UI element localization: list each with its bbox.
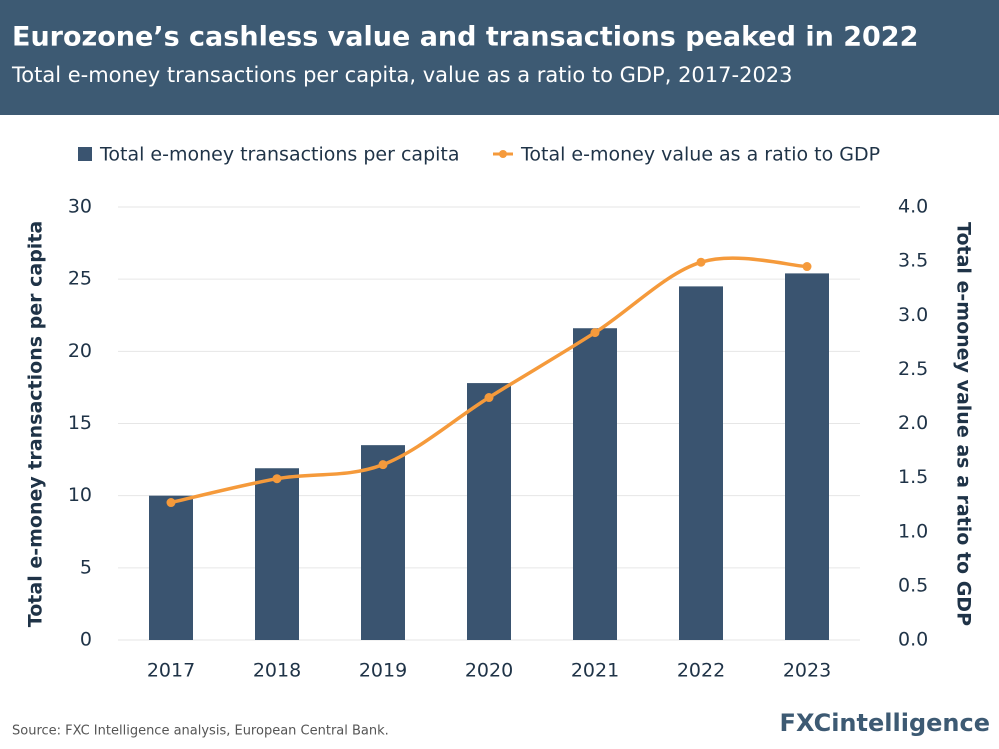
header-band: [0, 0, 999, 115]
y2-tick-label: 0.0: [898, 629, 928, 651]
y2-tick-label: 1.0: [898, 520, 928, 542]
line-point: [484, 393, 494, 403]
y2-tick-label: 2.0: [898, 412, 928, 434]
brand-logo: FXCintelligence: [780, 709, 990, 737]
y-tick-label: 20: [68, 340, 92, 362]
line-point: [696, 257, 706, 267]
y2-tick-label: 3.0: [898, 304, 928, 326]
x-tick-label: 2022: [677, 660, 725, 682]
legend-swatch: [78, 147, 92, 161]
bar: [785, 273, 829, 640]
y2-axis-title: Total e-money value as a ratio to GDP: [953, 222, 975, 626]
bar: [361, 445, 405, 640]
x-tick-label: 2020: [465, 660, 513, 682]
bar: [149, 495, 193, 640]
bar: [573, 328, 617, 640]
x-tick-label: 2017: [147, 660, 195, 682]
y-tick-label: 5: [80, 556, 92, 578]
y-tick-label: 0: [80, 629, 92, 651]
line-point: [590, 328, 600, 338]
x-tick-label: 2021: [571, 660, 619, 682]
legend-swatch-dot: [499, 150, 507, 158]
legend-label: Total e-money value as a ratio to GDP: [520, 144, 880, 166]
line-point: [802, 262, 812, 272]
y-tick-label: 10: [68, 484, 92, 506]
line-point: [272, 474, 282, 484]
y-tick-label: 15: [68, 412, 92, 434]
y2-tick-label: 0.5: [898, 574, 928, 596]
line-point: [166, 498, 176, 508]
line-point: [378, 460, 388, 470]
y-axis-title: Total e-money transactions per capita: [25, 221, 47, 627]
y-tick-label: 30: [68, 196, 92, 218]
y-tick-label: 25: [68, 268, 92, 290]
chart-subtitle: Total e-money transactions per capita, v…: [11, 63, 793, 87]
y2-tick-label: 2.5: [898, 358, 928, 380]
x-tick-label: 2019: [359, 660, 407, 682]
bar: [255, 468, 299, 640]
y2-tick-label: 1.5: [898, 466, 928, 488]
x-tick-label: 2018: [253, 660, 301, 682]
legend-label: Total e-money transactions per capita: [99, 144, 460, 166]
x-tick-label: 2023: [783, 660, 831, 682]
bar: [467, 383, 511, 640]
bar: [679, 286, 723, 640]
chart-title: Eurozone’s cashless value and transactio…: [12, 22, 918, 53]
y2-tick-label: 3.5: [898, 250, 928, 272]
y2-tick-label: 4.0: [898, 196, 928, 218]
source-note: Source: FXC Intelligence analysis, Europ…: [12, 724, 389, 739]
